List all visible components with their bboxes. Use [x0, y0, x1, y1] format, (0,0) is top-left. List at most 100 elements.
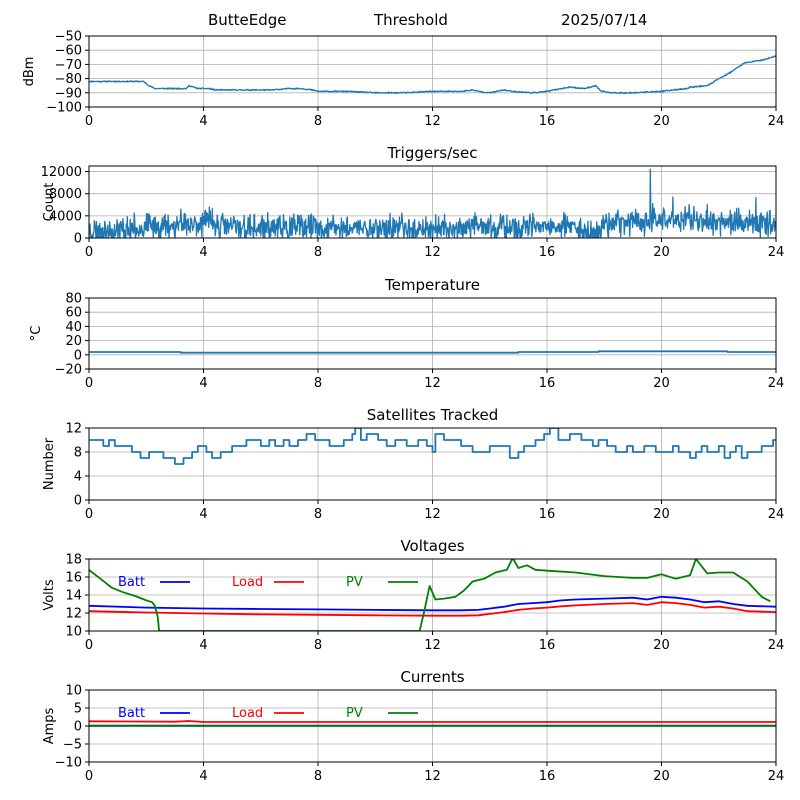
station-name: ButteEdge	[208, 11, 287, 29]
y-tick-label: 60	[65, 306, 82, 321]
x-tick-label: 8	[314, 245, 322, 260]
panel-voltages: 0 4 8 12 16 20 24 10 12 14 16 18 Voltages Volts Batt Lo…	[42, 537, 784, 653]
x-tick-label: 24	[768, 114, 785, 129]
x-tick-label: 8	[314, 769, 322, 784]
panel-satellites: 0 4 8 12 16 20 24 0 4 8 12 Satellites Tracked Number	[42, 406, 784, 522]
x-tick-label: 0	[85, 376, 93, 391]
series-line-batt	[89, 595, 776, 612]
x-tick-label: 4	[199, 376, 207, 391]
x-tick-label: 4	[199, 245, 207, 260]
y-tick-label: 5	[74, 702, 82, 717]
y-axis-label: dBm	[22, 57, 37, 87]
y-tick-label: −20	[55, 363, 82, 378]
y-tick-label: 12	[65, 422, 82, 437]
y-tick-label: 0	[74, 720, 82, 735]
y-tick-label: 8	[74, 446, 82, 461]
x-tick-label: 8	[314, 638, 322, 653]
y-tick-label: 14	[65, 589, 82, 604]
x-tick-label: 20	[653, 638, 670, 653]
x-tick-label: 16	[539, 507, 556, 522]
x-tick-label: 20	[653, 114, 670, 129]
y-tick-label: 0	[74, 494, 82, 509]
x-tick-label: 16	[539, 376, 556, 391]
x-tick-label: 12	[424, 769, 441, 784]
y-tick-label: −80	[55, 72, 82, 87]
y-tick-label: 0	[74, 232, 82, 247]
y-axis-label: Amps	[42, 707, 57, 744]
x-tick-label: 0	[85, 638, 93, 653]
x-tick-label: 24	[768, 769, 785, 784]
trigger-mode: Threshold	[374, 11, 448, 29]
x-tick-label: 4	[199, 638, 207, 653]
y-tick-label: −50	[55, 30, 82, 45]
y-tick-label: 4	[74, 470, 82, 485]
panel-triggers: 0 4 8 12 16 20 24 0 4000 8000 12000 Triggers/sec Cou…	[41, 144, 785, 260]
y-axis-label: °C	[29, 326, 44, 342]
legend-label-batt: Batt	[118, 575, 145, 590]
y-axis-label: Count	[42, 183, 57, 222]
x-tick-label: 20	[653, 769, 670, 784]
y-tick-label: −5	[63, 738, 82, 753]
series-line-pv	[89, 559, 771, 631]
x-tick-label: 8	[314, 507, 322, 522]
y-tick-label: −10	[55, 756, 82, 771]
legend-label-load: Load	[232, 706, 263, 721]
x-tick-label: 24	[768, 376, 785, 391]
y-tick-label: 18	[65, 553, 82, 568]
y-tick-label: 10	[65, 684, 82, 699]
x-tick-label: 12	[424, 376, 441, 391]
x-tick-label: 24	[768, 245, 785, 260]
y-tick-label: 20	[65, 334, 82, 349]
y-tick-label: −70	[55, 58, 82, 73]
chart-title: Triggers/sec	[387, 144, 478, 162]
x-tick-label: 16	[539, 638, 556, 653]
plot-area	[89, 55, 776, 94]
chart-title: Voltages	[400, 537, 464, 555]
x-tick-label: 8	[314, 114, 322, 129]
chart-title: Currents	[400, 668, 464, 686]
plot-area	[89, 350, 776, 354]
x-tick-label: 12	[424, 245, 441, 260]
chart-title: Satellites Tracked	[367, 406, 498, 424]
y-tick-label: 80	[65, 292, 82, 307]
y-tick-label: 40	[65, 320, 82, 335]
series-line-load	[89, 720, 776, 723]
x-tick-label: 0	[85, 245, 93, 260]
x-tick-label: 16	[539, 114, 556, 129]
legend-label-batt: Batt	[118, 706, 145, 721]
plot-area	[89, 428, 776, 465]
y-axis-label: Volts	[42, 579, 57, 611]
y-tick-label: 10	[65, 625, 82, 640]
x-tick-label: 0	[85, 769, 93, 784]
y-tick-label: −60	[55, 44, 82, 59]
x-tick-label: 8	[314, 376, 322, 391]
x-tick-label: 16	[539, 769, 556, 784]
y-tick-label: 12	[65, 607, 82, 622]
y-tick-label: −90	[55, 86, 82, 101]
y-tick-label: −100	[46, 101, 82, 116]
x-tick-label: 16	[539, 245, 556, 260]
x-tick-label: 0	[85, 114, 93, 129]
x-tick-label: 20	[653, 245, 670, 260]
x-tick-label: 20	[653, 376, 670, 391]
x-tick-label: 24	[768, 507, 785, 522]
legend-label-pv: PV	[346, 706, 363, 721]
chart-title: Temperature	[384, 276, 480, 294]
y-tick-label: 4000	[49, 209, 82, 224]
y-tick-label: 0	[74, 348, 82, 363]
x-tick-label: 12	[424, 507, 441, 522]
legend-label-pv: PV	[346, 575, 363, 590]
series-line-temperature	[89, 350, 776, 354]
y-tick-label: 8000	[49, 187, 82, 202]
x-tick-label: 12	[424, 638, 441, 653]
x-tick-label: 24	[768, 638, 785, 653]
y-axis-label: Number	[42, 437, 57, 490]
x-tick-label: 20	[653, 507, 670, 522]
x-tick-label: 4	[199, 507, 207, 522]
legend-label-load: Load	[232, 575, 263, 590]
x-tick-label: 4	[199, 769, 207, 784]
y-tick-label: 16	[65, 571, 82, 586]
x-tick-label: 0	[85, 507, 93, 522]
